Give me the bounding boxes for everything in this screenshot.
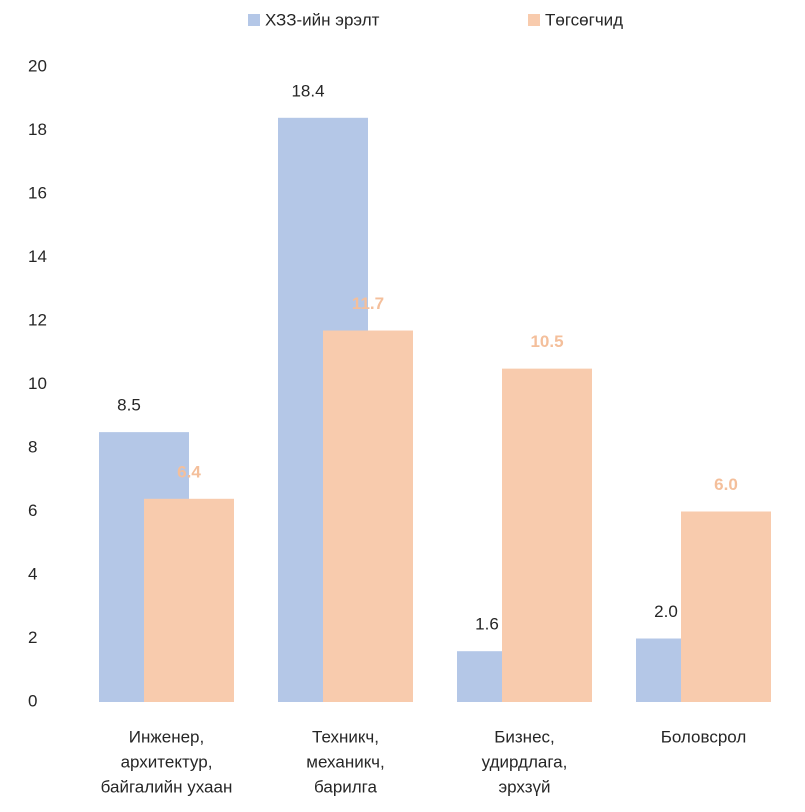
bar bbox=[502, 368, 592, 702]
legend-label: Төгсөгчид bbox=[545, 10, 623, 29]
x-tick-label: Техникч, bbox=[312, 727, 379, 746]
data-label: 1.6 bbox=[475, 615, 499, 634]
x-tick-label: удирдлага, bbox=[482, 752, 568, 771]
y-tick-label: 18 bbox=[28, 120, 47, 139]
y-tick-label: 8 bbox=[28, 437, 37, 456]
x-tick-label: Бизнес, bbox=[494, 727, 555, 746]
x-tick-label: эрхзүй bbox=[498, 777, 550, 796]
data-label: 2.0 bbox=[654, 602, 678, 621]
y-tick-label: 20 bbox=[28, 56, 47, 75]
bar bbox=[144, 498, 234, 702]
bar bbox=[681, 511, 771, 702]
data-label: 6.0 bbox=[714, 475, 738, 494]
data-label: 10.5 bbox=[530, 332, 563, 351]
y-tick-label: 0 bbox=[28, 691, 37, 710]
y-tick-label: 12 bbox=[28, 310, 47, 329]
x-tick-label: байгалийн ухаан bbox=[101, 777, 233, 796]
y-tick-label: 14 bbox=[28, 247, 47, 266]
data-label: 18.4 bbox=[291, 81, 324, 100]
x-tick-label: механикч, bbox=[306, 752, 384, 771]
x-tick-label: Инженер, bbox=[129, 727, 204, 746]
y-tick-label: 16 bbox=[28, 183, 47, 202]
y-tick-label: 6 bbox=[28, 501, 37, 520]
legend-label: ХЗЗ-ийн эрэлт bbox=[265, 10, 380, 29]
x-tick-label: барилга bbox=[314, 777, 377, 796]
y-tick-label: 4 bbox=[28, 564, 37, 583]
x-tick-label: Боловсрол bbox=[661, 727, 747, 746]
legend-swatch bbox=[528, 14, 540, 26]
data-label: 8.5 bbox=[117, 396, 141, 415]
data-label: 11.7 bbox=[352, 294, 384, 313]
data-label: 6.4 bbox=[177, 462, 201, 481]
x-tick-label: архитектур, bbox=[121, 752, 213, 771]
legend-swatch bbox=[248, 14, 260, 26]
bar bbox=[323, 330, 413, 702]
y-tick-label: 2 bbox=[28, 628, 37, 647]
y-tick-label: 10 bbox=[28, 374, 47, 393]
